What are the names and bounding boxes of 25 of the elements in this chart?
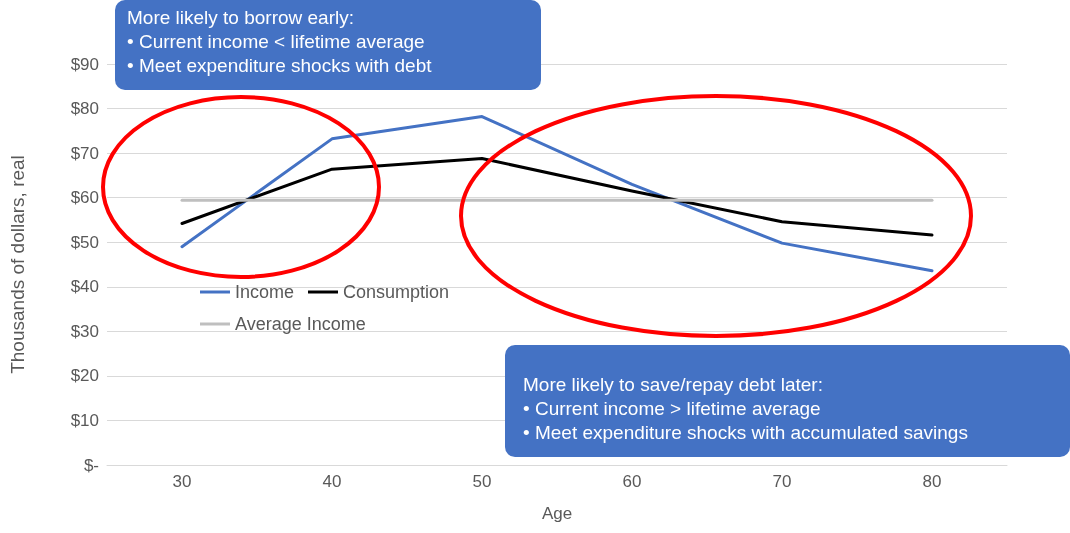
legend-label: Consumption	[343, 282, 450, 302]
x-tick-label: 80	[922, 472, 942, 491]
y-tick-label: $10	[70, 410, 99, 430]
y-tick-label: $80	[70, 99, 99, 119]
legend-label: Income	[235, 282, 295, 302]
callout-box: More likely to save/repay debt later: • Current income > lifetime average • Meet expenditure shocks with accumulated savings	[505, 345, 1070, 457]
y-tick-label: $40	[70, 277, 99, 297]
x-tick-label: 30	[172, 472, 192, 491]
y-tick-label: $30	[70, 321, 99, 341]
y-tick-label: $60	[70, 188, 99, 208]
x-tick-label: 70	[772, 472, 792, 491]
y-axis-title: Thousands of dollars, real	[7, 155, 28, 374]
callout-box: More likely to borrow early: • Current income < lifetime average • Meet expenditure shocks with debt	[115, 0, 541, 90]
legend-label: Average Income	[235, 314, 366, 334]
y-tick-label: $50	[70, 232, 99, 252]
y-tick-label: $90	[70, 54, 99, 74]
line-series	[180, 115, 934, 273]
x-tick-label: 40	[322, 472, 342, 491]
y-tick-label: $70	[70, 143, 99, 163]
x-axis-title: Age	[541, 504, 573, 523]
x-tick-label: 60	[622, 472, 642, 491]
y-tick-label: $-	[83, 455, 99, 475]
x-tick-label: 50	[472, 472, 492, 491]
line-series	[180, 156, 934, 237]
y-tick-label: $20	[70, 366, 99, 386]
